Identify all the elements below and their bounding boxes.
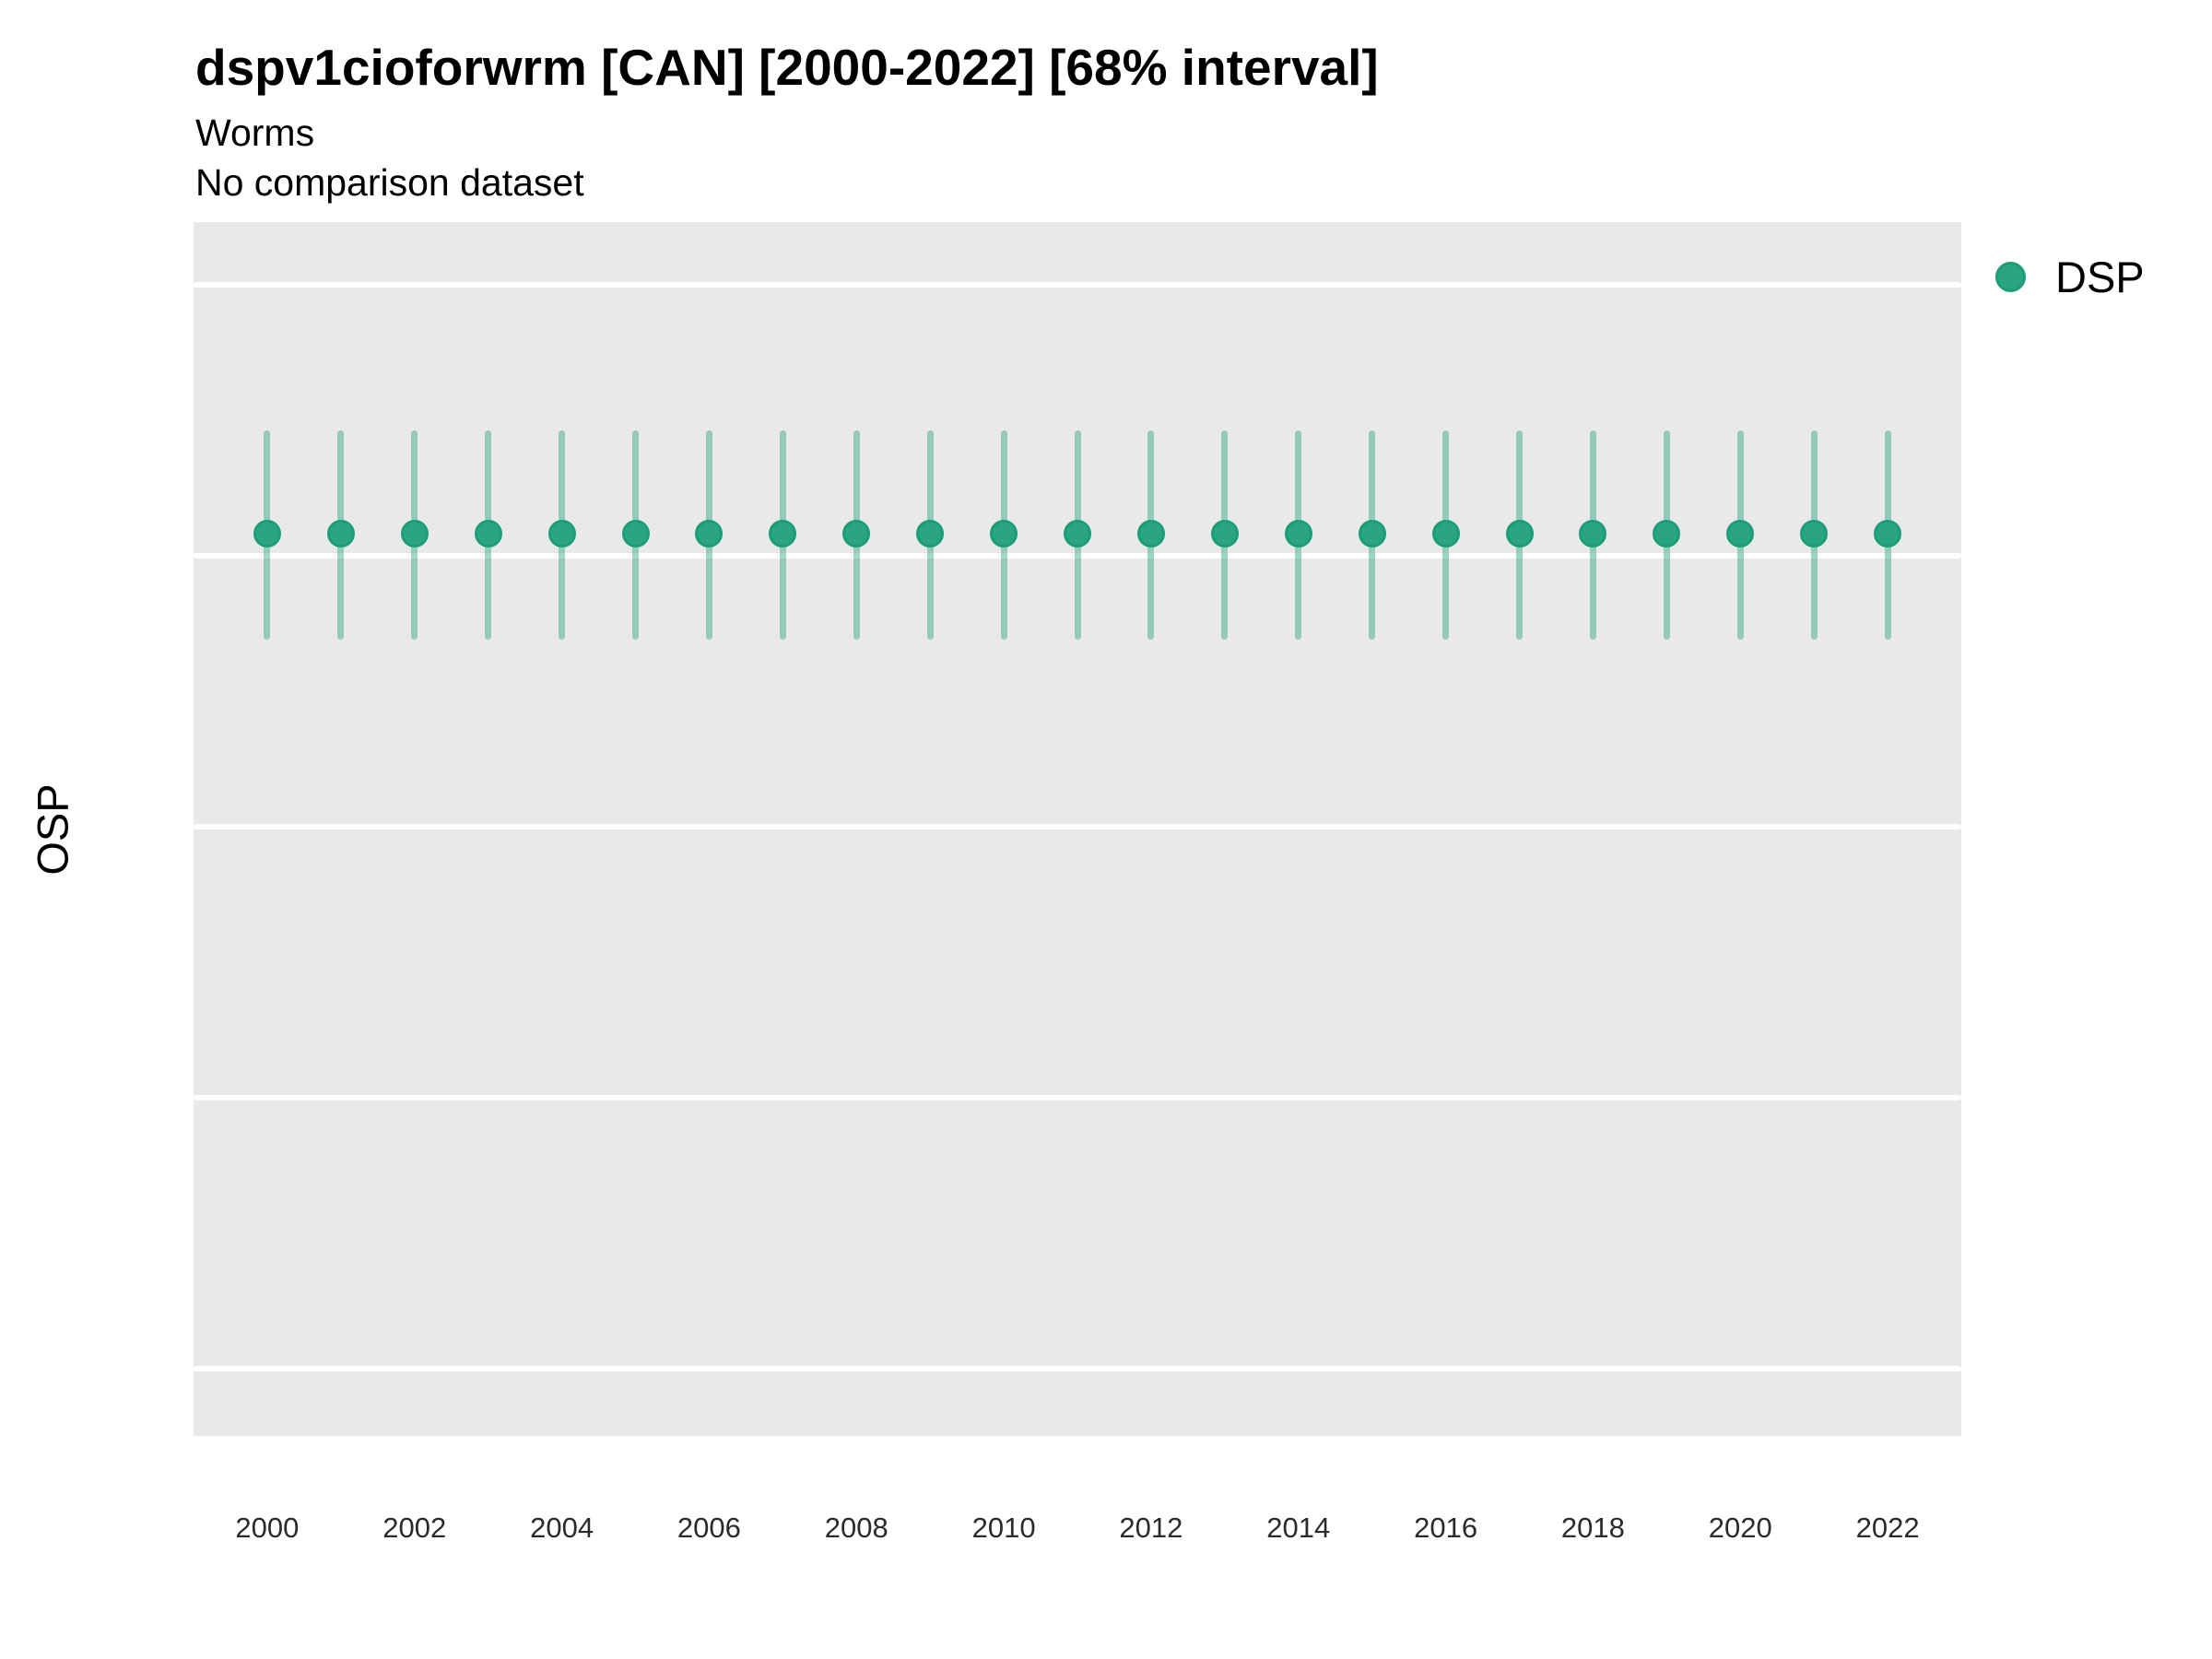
x-tick-label-2010: 2010 <box>971 1512 1036 1544</box>
data-point-2015 <box>1358 520 1386 548</box>
legend-item-label: DSP <box>2055 252 2145 301</box>
data-point-2014 <box>1284 520 1312 548</box>
comparison-note: No comparison dataset <box>195 161 584 204</box>
data-point-2021 <box>1800 520 1829 548</box>
chart-title: dspv1cioforwrm [CAN] [2000-2022] [68% in… <box>195 39 1379 96</box>
y-axis-title: OSP <box>28 783 77 876</box>
x-tick-label-2006: 2006 <box>677 1512 741 1544</box>
gridline-y-3 <box>194 552 1961 559</box>
gridline-y-0 <box>194 1365 1961 1371</box>
x-tick-label-2008: 2008 <box>824 1512 888 1544</box>
x-tick-label-2016: 2016 <box>1414 1512 1478 1544</box>
data-point-2008 <box>842 520 871 548</box>
x-tick-label-2000: 2000 <box>235 1512 300 1544</box>
x-tick-label-2014: 2014 <box>1266 1512 1331 1544</box>
gridline-y-4 <box>194 281 1961 288</box>
data-point-2012 <box>1136 520 1165 548</box>
data-point-2022 <box>1874 520 1902 548</box>
x-tick-label-2012: 2012 <box>1119 1512 1183 1544</box>
x-tick-label-2004: 2004 <box>530 1512 594 1544</box>
data-point-2013 <box>1210 520 1239 548</box>
data-point-2002 <box>400 520 429 548</box>
data-point-2009 <box>916 520 945 548</box>
data-point-2007 <box>769 520 797 548</box>
data-point-2006 <box>695 520 724 548</box>
data-point-2020 <box>1726 520 1755 548</box>
legend: DSP <box>1995 247 2145 306</box>
data-point-2019 <box>1653 520 1681 548</box>
x-tick-label-2002: 2002 <box>382 1512 447 1544</box>
data-point-2016 <box>1431 520 1460 548</box>
data-point-2011 <box>1064 520 1091 548</box>
data-point-2017 <box>1505 520 1534 548</box>
data-point-2003 <box>474 520 502 548</box>
x-tick-label-2020: 2020 <box>1708 1512 1772 1544</box>
gridline-y-1 <box>194 1094 1961 1100</box>
data-point-2001 <box>326 520 355 548</box>
data-point-2005 <box>621 520 650 548</box>
data-point-2018 <box>1579 520 1607 548</box>
chart-subtitle: Worms <box>195 112 315 154</box>
x-tick-label-2018: 2018 <box>1560 1512 1625 1544</box>
plot-panel <box>194 222 1961 1436</box>
data-point-2010 <box>990 520 1018 548</box>
data-point-2004 <box>547 520 576 548</box>
legend-marker-icon <box>1995 261 2026 292</box>
gridline-y-2 <box>194 823 1961 830</box>
x-tick-label-2022: 2022 <box>1855 1512 1920 1544</box>
data-point-2000 <box>253 520 281 548</box>
